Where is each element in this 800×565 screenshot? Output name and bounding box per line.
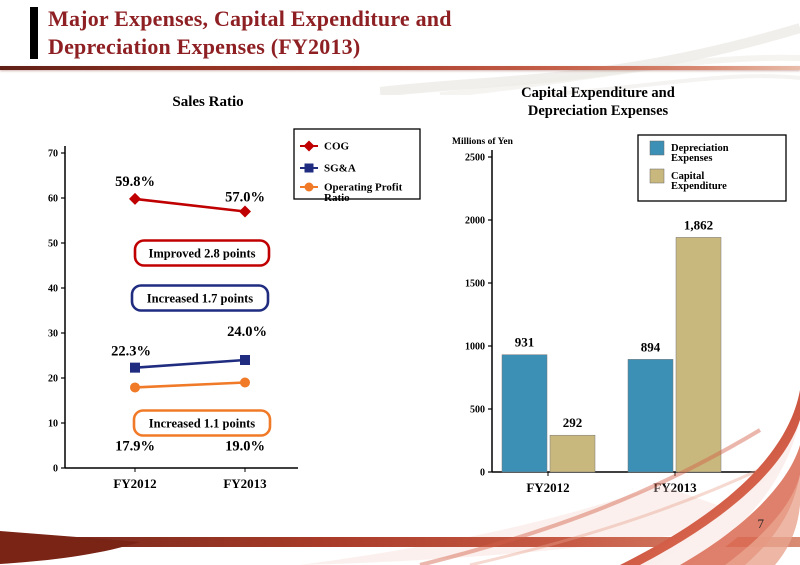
- capital-expenditure-bar-fy2012: [549, 434, 596, 473]
- circle-marker-icon: [304, 182, 314, 192]
- slide-title-line2: Depreciation Expenses (FY2013): [48, 33, 361, 59]
- y-tick-label: 20: [48, 374, 58, 385]
- y-tick-label: 40: [48, 284, 58, 295]
- operating-profit-ratio-value-label: 19.0%: [225, 439, 265, 455]
- page-number: 7: [757, 516, 765, 531]
- legend-swatch: [649, 168, 665, 184]
- y-tick-label: 70: [48, 149, 58, 160]
- annotation-text: Increased 1.7 points: [147, 292, 254, 306]
- capex-plot: Millions of Yen 0 500 1000 1500 2000 2500 FY201…: [452, 134, 787, 495]
- capex-title-line1: Capital Expenditure and: [521, 85, 675, 101]
- bottom-left-wedge: [0, 531, 140, 564]
- cog-line: [134, 197, 246, 213]
- annotation-text: Improved 2.8 points: [148, 247, 255, 261]
- unit-label: Millions of Yen: [452, 137, 514, 147]
- y-tick-label: 0: [53, 464, 58, 475]
- y-tick-label: 10: [48, 419, 58, 430]
- operating-profit-ratio-value-label: 17.9%: [115, 438, 155, 454]
- depreciation-expenses-bar-fy2012: [501, 354, 548, 473]
- circle-marker-icon: [130, 382, 140, 393]
- y-tick-label: 2000: [465, 216, 485, 227]
- title-divider: [0, 66, 800, 70]
- y-tick-label: 500: [470, 405, 485, 416]
- depreciation-expenses-bar-fy2013: [627, 359, 674, 473]
- operating-profit-ratio-line: [134, 381, 246, 389]
- x-category-label: FY2012: [526, 480, 569, 495]
- y-tick-label: 0: [480, 468, 485, 479]
- legend-label: Depreciation: [671, 143, 729, 154]
- legend-label: Expenditure: [671, 181, 727, 192]
- annotation-increased-1-7-points: Increased 1.7 points: [130, 284, 270, 312]
- capex-chart-title: Capital Expenditure and Depreciation Exp…: [438, 84, 758, 120]
- capex-title-line2: Depreciation Expenses: [527, 103, 669, 120]
- title-accent-bar: [30, 7, 38, 59]
- slide-title: Major Expenses, Capital Expenditure and …: [48, 5, 608, 61]
- sg-a-value-label: 24.0%: [227, 324, 267, 340]
- y-tick-label: 50: [48, 239, 58, 250]
- legend-swatch: [649, 140, 665, 156]
- legend-label: Ratio: [324, 192, 350, 204]
- y-tick-label: 30: [48, 329, 58, 340]
- sales-ratio-plot: 0 10 20 30 40 50 60 70 FY2012 FY2013 59.8% 57.0% 22.…: [48, 128, 421, 491]
- diamond-marker-icon: [239, 205, 251, 218]
- diamond-marker-icon: [303, 140, 315, 152]
- bottom-gradient-band: [0, 537, 800, 547]
- legend-label: SG&A: [324, 163, 356, 175]
- sales-ratio-title: Sales Ratio: [172, 94, 244, 110]
- capex-depreciation-chart: Capital Expenditure and Depreciation Exp…: [438, 84, 800, 512]
- sg-a-series: 22.3% 24.0%: [111, 324, 267, 373]
- operating-profit-ratio-series: 17.9% 19.0%: [115, 377, 265, 455]
- depreciation-expenses-value-label: 931: [515, 335, 535, 350]
- sg-a-line: [134, 358, 246, 369]
- square-marker-icon: [304, 163, 314, 173]
- legend-label: COG: [324, 141, 350, 153]
- x-category-label: FY2013: [223, 476, 267, 491]
- x-category-label: FY2012: [113, 476, 156, 491]
- sg-a-value-label: 22.3%: [111, 344, 151, 360]
- y-tick-label: 60: [48, 194, 58, 205]
- depreciation-expenses-value-label: 894: [641, 339, 661, 354]
- square-marker-icon: [130, 362, 140, 373]
- annotation-text: Increased 1.1 points: [149, 417, 256, 431]
- circle-marker-icon: [240, 377, 250, 388]
- y-tick-label: 2500: [465, 153, 485, 164]
- square-marker-icon: [240, 355, 250, 365]
- y-tick-label: 1500: [465, 279, 485, 290]
- legend-label: Capital: [671, 171, 704, 182]
- legend-label: Expenses: [671, 153, 712, 164]
- annotation-improved-2-8-points: Improved 2.8 points: [133, 239, 271, 267]
- capital-expenditure-value-label: 292: [563, 415, 583, 430]
- slide-title-line1: Major Expenses, Capital Expenditure and: [48, 6, 452, 31]
- capital-expenditure-value-label: 1,862: [684, 217, 713, 232]
- x-category-label: FY2013: [653, 480, 697, 495]
- annotation-increased-1-1-points: Increased 1.1 points: [132, 409, 272, 437]
- legend-label: Operating Profit: [324, 182, 403, 194]
- cog-value-label: 57.0%: [225, 190, 265, 206]
- capital-expenditure-bar-fy2013: [675, 237, 722, 473]
- sales-ratio-chart: Sales Ratio 0 10 20 30 40 50 60 70 FY2012 FY2013 5…: [28, 94, 448, 508]
- cog-value-label: 59.8%: [115, 174, 155, 190]
- cog-series: 59.8% 57.0%: [115, 174, 265, 218]
- y-tick-label: 1000: [465, 342, 485, 353]
- sales-ratio-axes: 0 10 20 30 40 50 60 70 FY2012 FY2013: [48, 146, 298, 491]
- diamond-marker-icon: [129, 192, 141, 205]
